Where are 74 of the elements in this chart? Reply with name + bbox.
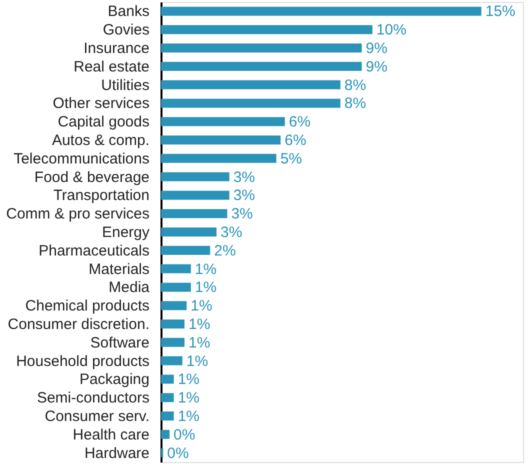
bar bbox=[161, 282, 191, 292]
bar bbox=[161, 430, 170, 439]
y-tick-label: Insurance bbox=[84, 40, 150, 57]
data-label: 8% bbox=[344, 76, 366, 94]
y-tick-label: Other services bbox=[52, 95, 150, 112]
data-label: 1% bbox=[188, 316, 210, 333]
y-tick-label: Food & beverage bbox=[34, 168, 150, 186]
y-tick-label: Chemical products bbox=[25, 298, 150, 315]
y-tick-label: Materials bbox=[88, 260, 150, 278]
data-label: 6% bbox=[288, 114, 311, 131]
bar bbox=[161, 190, 230, 200]
y-tick-label: Consumer discretion. bbox=[8, 316, 150, 333]
data-label: 2% bbox=[214, 242, 236, 260]
bar bbox=[161, 338, 184, 347]
y-tick-label: Utilities bbox=[101, 76, 150, 94]
data-label: 0% bbox=[167, 444, 189, 462]
bar bbox=[161, 117, 285, 126]
y-tick-label: Real estate bbox=[74, 58, 150, 76]
data-label: 5% bbox=[280, 150, 302, 168]
y-tick-label: Autos & comp. bbox=[52, 132, 150, 149]
bar bbox=[161, 264, 191, 274]
data-label: 9% bbox=[366, 58, 388, 76]
data-label: 1% bbox=[178, 390, 200, 407]
y-tick-label: Software bbox=[90, 334, 150, 352]
data-label: 1% bbox=[188, 334, 210, 352]
bar bbox=[161, 154, 276, 163]
data-label: 1% bbox=[194, 279, 217, 296]
bar bbox=[161, 98, 340, 108]
y-tick-label: Health care bbox=[72, 426, 150, 444]
y-tick-label: Media bbox=[108, 279, 150, 296]
bar bbox=[161, 301, 187, 310]
bar bbox=[161, 6, 482, 16]
y-tick-label: Semi-conductors bbox=[36, 390, 150, 407]
bar bbox=[161, 412, 174, 420]
data-label: 1% bbox=[178, 371, 200, 388]
bar bbox=[161, 209, 228, 218]
data-label: 1% bbox=[178, 408, 200, 425]
y-tick-label: Govies bbox=[102, 22, 150, 39]
y-tick-label: Hardware bbox=[84, 444, 150, 462]
bar bbox=[161, 136, 281, 144]
data-label: 10% bbox=[376, 22, 406, 39]
bar bbox=[161, 374, 174, 384]
bar bbox=[161, 393, 174, 402]
bar bbox=[161, 25, 372, 34]
bar bbox=[161, 80, 340, 90]
bar bbox=[161, 172, 230, 182]
y-tick-label: Consumer serv. bbox=[44, 408, 150, 425]
bar bbox=[161, 228, 217, 236]
data-label: 3% bbox=[231, 206, 253, 223]
data-label: 1% bbox=[190, 298, 212, 315]
data-label: 1% bbox=[186, 352, 208, 370]
data-label: 0% bbox=[174, 426, 196, 444]
y-tick-label: Household products bbox=[16, 352, 150, 370]
data-label: 9% bbox=[366, 40, 388, 57]
bar bbox=[161, 62, 362, 71]
y-tick-label: Pharmaceuticals bbox=[38, 242, 150, 260]
data-label: 8% bbox=[344, 95, 366, 112]
y-tick-label: Comm & pro services bbox=[6, 206, 150, 223]
bar bbox=[161, 320, 184, 328]
y-tick-label: Banks bbox=[108, 3, 150, 20]
data-label: 1% bbox=[194, 260, 217, 278]
y-tick-label: Transportation bbox=[53, 187, 150, 204]
data-label: 3% bbox=[220, 224, 242, 241]
y-tick-label: Telecommunications bbox=[14, 150, 150, 168]
y-tick-label: Packaging bbox=[79, 371, 150, 388]
data-label: 3% bbox=[233, 187, 256, 204]
data-label: 6% bbox=[284, 132, 306, 149]
bar bbox=[161, 44, 362, 52]
y-tick-label: Capital goods bbox=[58, 114, 150, 131]
y-tick-label: Energy bbox=[102, 224, 150, 241]
bar bbox=[161, 356, 182, 366]
data-label: 3% bbox=[233, 168, 256, 186]
bar bbox=[161, 246, 210, 255]
data-label: 15% bbox=[485, 3, 516, 20]
